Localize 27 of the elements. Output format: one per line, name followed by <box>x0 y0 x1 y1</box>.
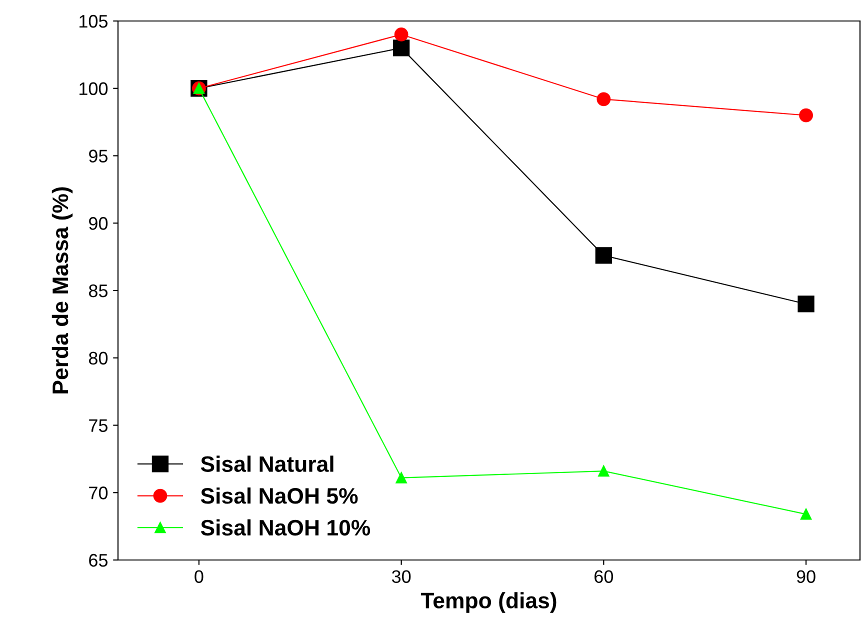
point <box>394 28 408 42</box>
point <box>595 247 612 264</box>
point <box>799 108 813 122</box>
y-tick-label: 100 <box>80 82 108 96</box>
y-axis-title: Perda de Massa (%) <box>52 187 73 394</box>
y-tick-label: 95 <box>89 150 108 162</box>
y-tick-label: 70 <box>89 486 108 500</box>
x-tick-label: 90 <box>796 570 816 583</box>
y-tick-label: 80 <box>88 352 108 365</box>
point <box>598 466 610 477</box>
point <box>798 296 814 312</box>
point <box>596 92 611 106</box>
y-tick-label: 105 <box>80 14 108 28</box>
x-tick-label: 60 <box>594 570 614 583</box>
x-axis-title: Tempo (dias) <box>420 592 556 613</box>
y-tick-label: 75 <box>89 419 108 432</box>
point <box>396 472 407 484</box>
y-tick-label: 65 <box>89 554 108 567</box>
y-tick-label: 85 <box>88 284 108 298</box>
legend-label: Sisal NaOH 10% <box>200 519 370 536</box>
point <box>800 508 812 520</box>
x-tick-label: 30 <box>392 570 411 583</box>
point <box>392 40 410 56</box>
x-tick-label: 0 <box>194 570 204 583</box>
y-tick-label: 90 <box>89 217 108 230</box>
legend-label: Sisal Natural <box>200 456 334 472</box>
legend-label: Sisal NaOH 5% <box>200 487 358 504</box>
